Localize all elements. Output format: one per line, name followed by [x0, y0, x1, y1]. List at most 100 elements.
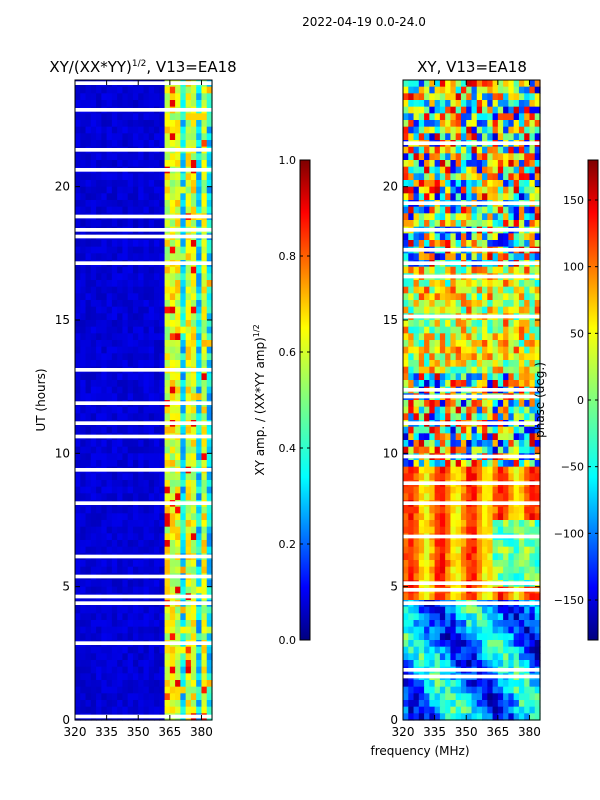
phase-cell [492, 640, 499, 648]
phase-cell [434, 186, 441, 194]
phase-cell [534, 440, 541, 448]
phase-cell [471, 606, 478, 614]
phase-cell [455, 506, 462, 514]
amplitude-cell [138, 653, 145, 661]
phase-cell [492, 426, 499, 434]
phase-cell [403, 466, 409, 474]
phase-cell [492, 240, 499, 248]
amplitude-cell [154, 333, 160, 341]
amplitude-cell [111, 446, 118, 454]
amplitude-cell [106, 540, 113, 548]
amplitude-cell [117, 653, 124, 661]
phase-cell [455, 426, 462, 434]
amplitude-flagged-row [75, 401, 212, 405]
amplitude-cell [90, 246, 97, 254]
phase-cell [534, 560, 541, 568]
amplitude-cell [201, 360, 208, 368]
phase-cell [487, 560, 494, 568]
phase-cell [434, 573, 441, 581]
phase-cell [424, 120, 430, 128]
phase-cell [439, 546, 446, 554]
phase-cell [476, 653, 483, 661]
amplitude-cell [106, 620, 113, 628]
amplitude-cell [164, 353, 171, 361]
phase-cell [466, 606, 473, 614]
amplitude-cell [154, 446, 160, 454]
phase-cell [518, 626, 525, 634]
phase-cell [455, 100, 462, 108]
amplitude-cell [101, 560, 108, 568]
phase-cell [487, 186, 494, 194]
amplitude-cell [101, 673, 108, 681]
amplitude-flagged-row [75, 421, 212, 425]
amplitude-cell [132, 320, 139, 328]
amplitude-cell [164, 160, 171, 168]
amplitude-cell [206, 440, 213, 448]
amplitude-cell [196, 566, 203, 574]
phase-cell [429, 120, 436, 128]
amplitude-cell [159, 300, 166, 308]
amplitude-cell [169, 346, 176, 354]
amplitude-cell [122, 353, 129, 361]
amplitude-cell [117, 300, 124, 308]
phase-cell [455, 646, 462, 654]
amplitude-cell [127, 206, 134, 214]
phase-cell [413, 193, 420, 201]
phase-cell [534, 280, 541, 288]
phase-cell [518, 353, 525, 361]
amplitude-cell [122, 460, 129, 468]
amplitude-cell [190, 540, 197, 548]
phase-cell [429, 560, 436, 568]
amplitude-cell [85, 453, 92, 461]
phase-cell [492, 553, 499, 561]
amplitude-cell [75, 413, 81, 421]
amplitude-cell [185, 486, 192, 494]
amplitude-cell [154, 380, 160, 388]
phase-cell [534, 573, 541, 581]
phase-cell [476, 466, 483, 474]
amplitude-cell [96, 93, 102, 101]
amplitude-cell [175, 133, 181, 141]
phase-cell [424, 353, 430, 361]
amplitude-cell [85, 300, 92, 308]
phase-cell [445, 326, 452, 334]
phase-cell [429, 206, 436, 214]
phase-cell [439, 560, 446, 568]
phase-cell [439, 93, 446, 101]
phase-cell [408, 326, 415, 334]
amplitude-cell [127, 480, 134, 488]
amplitude-cell [138, 340, 145, 348]
phase-cell [471, 80, 478, 88]
phase-cell [503, 613, 509, 621]
amplitude-y-tick-label: 15 [55, 313, 70, 327]
amplitude-cell [117, 706, 124, 714]
amplitude-cell [132, 266, 139, 274]
amplitude-cell [96, 406, 102, 414]
amplitude-cell [169, 486, 176, 494]
amplitude-cell [101, 86, 108, 94]
phase-cell [424, 493, 430, 501]
amplitude-cell [196, 340, 203, 348]
amplitude-cell [127, 306, 134, 314]
phase-cell [482, 206, 488, 214]
amplitude-cell [175, 626, 181, 634]
phase-cell [450, 126, 457, 134]
phase-cell [418, 333, 425, 341]
amplitude-cell [154, 546, 160, 554]
amplitude-cell [175, 380, 181, 388]
phase-cell [460, 626, 467, 634]
amplitude-cell [75, 526, 81, 534]
phase-cell [529, 613, 536, 621]
phase-cell [403, 360, 409, 368]
phase-cell [439, 633, 446, 641]
phase-cell [518, 473, 525, 481]
phase-cell [471, 660, 478, 668]
amplitude-cell [185, 253, 192, 261]
phase-cell [471, 213, 478, 221]
amplitude-cell [185, 353, 192, 361]
phase-cell [450, 493, 457, 501]
amplitude-cell [85, 266, 92, 274]
amplitude-cell [154, 480, 160, 488]
phase-cell [508, 193, 515, 201]
phase-cell [434, 653, 441, 661]
